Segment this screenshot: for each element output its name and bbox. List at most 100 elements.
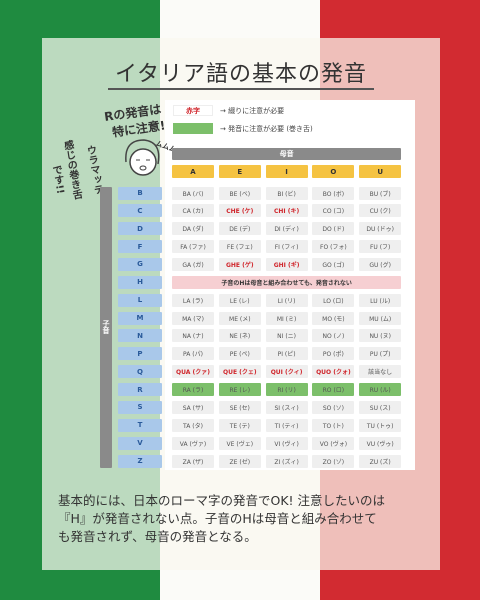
syllable-cell: BU (ブ) <box>359 186 402 200</box>
syllable-cell: SO (ソ) <box>312 400 355 414</box>
legend-swatch <box>173 123 213 134</box>
consonant-cell: Z <box>118 454 162 468</box>
syllable-cell: ZI (ズィ) <box>265 454 308 468</box>
syllable-cell: FU (フ) <box>359 240 402 254</box>
syllable-cell: CA (カ) <box>172 204 214 218</box>
syllable-cell: DU (ドゥ) <box>359 222 402 236</box>
merged-cell: 子音のHは母音と組み合わせても、発音されない <box>172 275 402 289</box>
consonant-cell: F <box>118 240 162 254</box>
syllable-cell: LA (ラ) <box>172 293 214 307</box>
syllable-cell: TE (テ) <box>218 418 261 432</box>
syllable-cell: LE (レ) <box>218 293 261 307</box>
syllable-cell: ZU (ズ) <box>359 454 402 468</box>
syllable-cell: MI (ミ) <box>265 311 308 325</box>
syllable-cell: CHI (キ) <box>265 204 308 218</box>
body-line: 基本的には、日本のローマ字の発音でOK! 注意したいのは <box>58 493 386 508</box>
syllable-cell: FE (フェ) <box>218 240 261 254</box>
title-underline <box>108 88 374 90</box>
syllable-cell: FI (フィ) <box>265 240 308 254</box>
syllable-cell: SI (スィ) <box>265 400 308 414</box>
syllable-cell: NO (ノ) <box>312 329 355 343</box>
syllable-cell: TU (トゥ) <box>359 418 402 432</box>
syllable-cell: PI (ピ) <box>265 347 308 361</box>
syllable-cell: MU (ム) <box>359 311 402 325</box>
consonant-cell: V <box>118 436 162 450</box>
consonant-cell: H <box>118 275 162 289</box>
syllable-cell: LU (ル) <box>359 293 402 307</box>
body-line: 『H』が発音されない点。子音のHは母音と組み合わせて <box>58 511 377 526</box>
syllable-cell: ZO (ゾ) <box>312 454 355 468</box>
syllable-cell: GHE (ゲ) <box>218 257 261 271</box>
syllable-cell: BI (ビ) <box>265 186 308 200</box>
consonant-cell: L <box>118 293 162 307</box>
consonant-cell: R <box>118 383 162 397</box>
syllable-cell: VA (ヴァ) <box>172 436 214 450</box>
syllable-cell: QUI (クィ) <box>265 365 308 379</box>
syllable-cell: QUE (クェ) <box>218 365 261 379</box>
syllable-cell: VO (ヴォ) <box>312 436 355 450</box>
vowel-header: 母音 <box>172 148 402 160</box>
syllable-cell: PU (プ) <box>359 347 402 361</box>
syllable-cell: QUA (クァ) <box>172 365 214 379</box>
syllable-cell: ZA (ザ) <box>172 454 214 468</box>
syllable-cell: LI (リ) <box>265 293 308 307</box>
syllable-cell: TO (ト) <box>312 418 355 432</box>
syllable-cell: RO (ロ) <box>312 383 355 397</box>
syllable-cell: BE (ベ) <box>218 186 261 200</box>
syllable-cell: BA (バ) <box>172 186 214 200</box>
syllable-cell: GO (ゴ) <box>312 257 355 271</box>
syllable-cell: LO (ロ) <box>312 293 355 307</box>
legend-text: → 発音に注意が必要 (巻き舌) <box>220 124 313 133</box>
syllable-cell: MO (モ) <box>312 311 355 325</box>
consonant-cell: T <box>118 418 162 432</box>
syllable-cell: DE (デ) <box>218 222 261 236</box>
vowel-cell: U <box>359 165 402 178</box>
consonant-cell: B <box>118 186 162 200</box>
syllable-cell: PA (パ) <box>172 347 214 361</box>
syllable-cell: NU (ヌ) <box>359 329 402 343</box>
syllable-cell: VI (ヴィ) <box>265 436 308 450</box>
syllable-cell: FO (フォ) <box>312 240 355 254</box>
consonant-header: 子音 <box>100 186 112 468</box>
syllable-cell: GA (ガ) <box>172 257 214 271</box>
syllable-cell: DA (ダ) <box>172 222 214 236</box>
legend-swatch: 赤字 <box>173 105 213 116</box>
syllable-cell: NE (ネ) <box>218 329 261 343</box>
syllable-cell: RA (ラ) <box>172 383 214 397</box>
syllable-cell: RI (リ) <box>265 383 308 397</box>
consonant-cell: G <box>118 257 162 271</box>
syllable-cell: ZE (ゼ) <box>218 454 261 468</box>
consonant-cell: P <box>118 347 162 361</box>
title: イタリア語の基本の発音 <box>114 62 368 87</box>
syllable-cell: NA (ナ) <box>172 329 214 343</box>
syllable-cell: SE (セ) <box>218 400 261 414</box>
vowel-cell: A <box>172 165 214 178</box>
vowel-cell: I <box>265 165 308 178</box>
consonant-cell: C <box>118 204 162 218</box>
consonant-cell: D <box>118 222 162 236</box>
syllable-cell: TI (ティ) <box>265 418 308 432</box>
syllable-cell: ME (メ) <box>218 311 261 325</box>
consonant-cell: S <box>118 400 162 414</box>
vowel-cell: O <box>312 165 355 178</box>
syllable-cell: NI (ニ) <box>265 329 308 343</box>
syllable-cell: GU (グ) <box>359 257 402 271</box>
syllable-cell: VE (ヴェ) <box>218 436 261 450</box>
syllable-cell: RE (レ) <box>218 383 261 397</box>
syllable-cell: TA (タ) <box>172 418 214 432</box>
syllable-cell: PO (ポ) <box>312 347 355 361</box>
syllable-cell: RU (ル) <box>359 383 402 397</box>
syllable-cell: DO (ド) <box>312 222 355 236</box>
syllable-cell: SA (サ) <box>172 400 214 414</box>
syllable-cell: 該当なし <box>359 365 402 379</box>
syllable-cell: BO (ボ) <box>312 186 355 200</box>
syllable-cell: MA (マ) <box>172 311 214 325</box>
syllable-cell: CHE (ケ) <box>218 204 261 218</box>
consonant-cell: N <box>118 329 162 343</box>
syllable-cell: SU (ス) <box>359 400 402 414</box>
syllable-cell: CU (ク) <box>359 204 402 218</box>
syllable-cell: VU (ヴゥ) <box>359 436 402 450</box>
syllable-cell: PE (ペ) <box>218 347 261 361</box>
syllable-cell: DI (ディ) <box>265 222 308 236</box>
